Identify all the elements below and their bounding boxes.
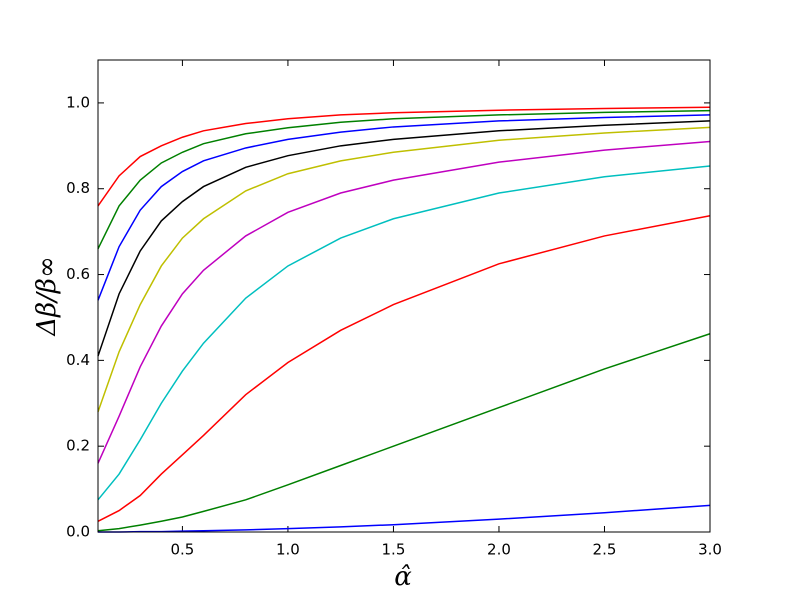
x-tick-label: 1.5	[382, 541, 406, 559]
x-tick-label: 2.5	[593, 541, 617, 559]
y-tick-label: 1.0	[66, 93, 90, 111]
y-tick-label: 0.2	[66, 437, 90, 455]
series-line	[97, 114, 711, 301]
y-tick-label: 0.8	[66, 179, 90, 197]
y-tick-label: 0.4	[66, 351, 90, 369]
x-tick-label: 3.0	[698, 541, 722, 559]
series-line	[97, 215, 711, 522]
series-line	[97, 106, 711, 207]
x-tick-label: 0.5	[170, 541, 194, 559]
series-line	[97, 165, 711, 501]
y-axis-label: Δβ/β∞	[32, 256, 62, 336]
series-line	[97, 109, 711, 250]
series-line	[97, 333, 711, 532]
x-tick-label: 2.0	[487, 541, 511, 559]
x-axis-label: α̂	[394, 562, 412, 592]
x-tick-label: 1.0	[276, 541, 300, 559]
plot-frame	[97, 59, 711, 533]
series-line	[97, 120, 711, 357]
series-line	[97, 140, 711, 464]
y-tick-label: 0.6	[66, 265, 90, 283]
series-line	[97, 126, 711, 413]
y-tick-label: 0.0	[66, 523, 90, 541]
